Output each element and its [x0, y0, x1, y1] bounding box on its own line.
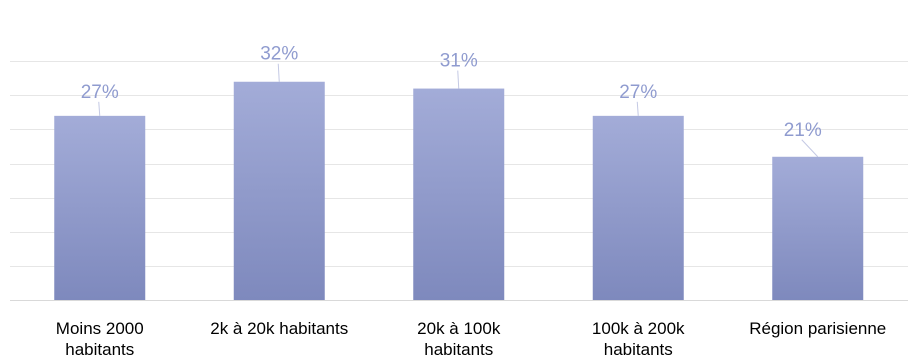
bar: [772, 156, 864, 300]
category-label: Moins 2000 habitants: [56, 319, 144, 359]
bar: [54, 115, 146, 300]
data-label: 31%: [440, 51, 478, 72]
bar: [233, 81, 325, 300]
leader-line: [277, 63, 280, 82]
data-labels: 27% 32% 31% 27% 21%: [81, 44, 822, 141]
data-label: 27%: [619, 82, 657, 103]
leader-line: [801, 139, 819, 158]
bars: [54, 81, 864, 300]
category-label: Région parisienne: [749, 319, 886, 338]
category-labels: Moins 2000 habitants 2k à 20k habitants 20k…: [56, 319, 886, 359]
category-label: 100k à 200k habitants: [592, 319, 685, 359]
category-label: 20k à 100k habitants: [417, 319, 501, 359]
data-label: 32%: [260, 44, 298, 65]
data-label: 27%: [81, 82, 119, 103]
leader-line: [636, 101, 639, 116]
data-label: 21%: [784, 120, 822, 141]
leader-line: [457, 70, 460, 89]
leader-lines: [98, 63, 819, 158]
category-label: 2k à 20k habitants: [210, 319, 348, 338]
bar: [413, 88, 505, 300]
bar: [592, 115, 684, 300]
leader-line: [98, 101, 101, 116]
